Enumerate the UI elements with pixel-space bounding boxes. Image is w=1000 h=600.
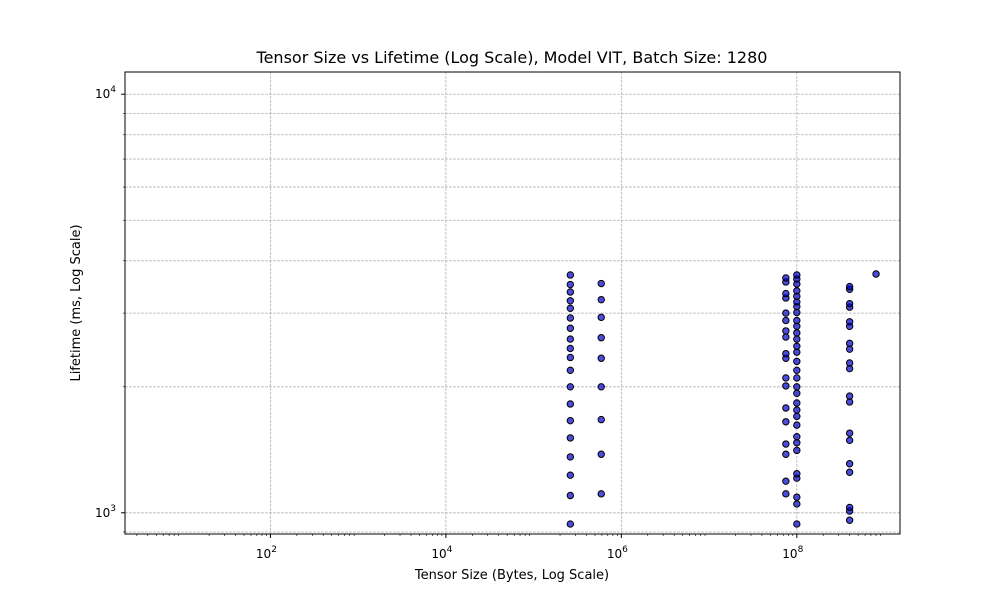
data-point (566, 353, 575, 362)
data-point (793, 406, 801, 414)
data-point (782, 289, 790, 298)
data-point (597, 383, 605, 391)
chart-title: Tensor Size vs Lifetime (Log Scale), Mod… (256, 48, 768, 67)
data-point (597, 490, 605, 498)
data-point (566, 280, 575, 289)
data-point (845, 359, 854, 367)
data-point (597, 354, 605, 362)
x-tick-label: 104 (431, 545, 452, 561)
plot-area-frame (124, 71, 901, 535)
data-point (793, 287, 801, 295)
data-point (845, 460, 854, 468)
data-point (566, 344, 575, 353)
data-point (793, 389, 801, 397)
data-point (782, 327, 790, 335)
data-point (793, 421, 801, 429)
data-point (845, 318, 854, 326)
data-point (566, 453, 575, 461)
data-point (566, 383, 575, 391)
data-point (782, 418, 790, 426)
scatter-points (566, 270, 880, 528)
data-point (793, 412, 801, 421)
data-point (566, 271, 575, 279)
data-point (793, 366, 801, 375)
data-point (566, 304, 575, 313)
data-point (845, 516, 854, 524)
data-point (782, 316, 790, 325)
data-point (845, 436, 854, 445)
data-point (793, 520, 801, 528)
data-point (782, 404, 790, 412)
x-tick-label: 106 (607, 545, 628, 561)
data-point (782, 374, 790, 382)
data-point (793, 335, 801, 343)
data-point (566, 366, 575, 375)
data-point (566, 416, 575, 425)
data-point (597, 450, 605, 458)
data-point (872, 270, 880, 278)
data-point (566, 400, 575, 408)
data-point (782, 490, 790, 498)
axis-ticks: 102 104 106 108 103 104 (95, 85, 881, 561)
data-point (566, 434, 575, 442)
data-point (793, 374, 801, 382)
x-tick-label: 102 (256, 545, 277, 561)
x-tick-label: 108 (782, 545, 803, 561)
data-point (566, 335, 575, 343)
data-point (782, 450, 790, 458)
data-point (845, 503, 854, 512)
data-point (597, 334, 605, 342)
data-point (793, 446, 801, 455)
grid-lines (125, 72, 900, 534)
data-point (845, 392, 854, 400)
data-point (793, 342, 801, 350)
data-point (793, 329, 801, 337)
data-point (597, 313, 605, 322)
data-point (782, 309, 790, 317)
data-point (566, 491, 575, 500)
data-point (782, 349, 790, 358)
y-tick-label: 104 (95, 85, 116, 101)
data-point (793, 308, 801, 317)
data-point (793, 500, 801, 508)
data-point (793, 470, 801, 478)
data-point (782, 333, 790, 341)
y-tick-label: 103 (95, 504, 116, 520)
data-point (793, 357, 801, 366)
data-point (566, 471, 575, 479)
data-point (782, 440, 790, 448)
data-point (793, 316, 801, 325)
y-axis-label: Lifetime (ms, Log Scale) (69, 224, 84, 381)
data-point (782, 274, 790, 282)
data-point (793, 271, 801, 279)
data-point (597, 279, 605, 288)
data-point (845, 468, 854, 476)
data-point (782, 477, 790, 485)
data-point (566, 324, 575, 332)
data-point (597, 415, 605, 424)
data-point (566, 297, 575, 305)
data-point (793, 493, 801, 501)
data-point (793, 439, 801, 447)
data-point (782, 382, 790, 390)
data-point (566, 288, 575, 296)
data-point (845, 299, 854, 308)
data-point (793, 432, 801, 441)
data-point (845, 339, 854, 348)
data-point (597, 295, 605, 304)
data-point (793, 383, 801, 391)
data-point (793, 399, 801, 407)
data-point (845, 429, 854, 437)
x-axis-label: Tensor Size (Bytes, Log Scale) (414, 568, 609, 583)
data-point (566, 520, 575, 528)
data-point (845, 282, 854, 291)
data-point (566, 314, 575, 322)
